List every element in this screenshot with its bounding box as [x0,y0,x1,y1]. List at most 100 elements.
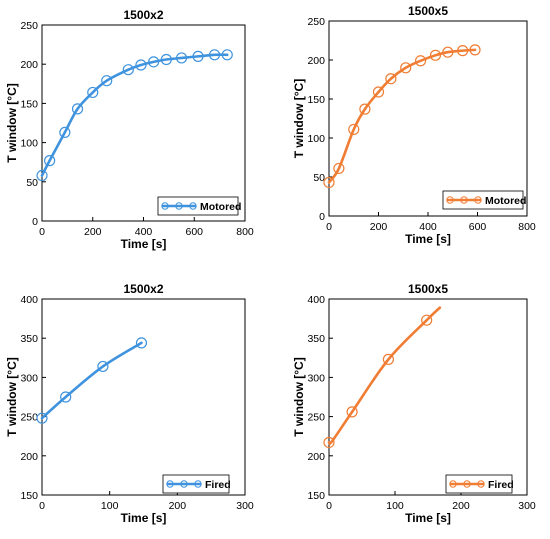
x-tick-label: 0 [39,226,45,238]
series-line [327,48,477,184]
legend-box [157,196,239,216]
legend-swatch-marker [460,196,468,204]
legend-swatch-marker [446,196,454,204]
legend-swatch-marker [474,196,482,204]
x-tick-label: 800 [236,226,254,238]
data-point [372,86,385,98]
x-tick-label: 0 [326,500,332,512]
y-axis-label: T window [°C] [292,357,306,436]
data-point [160,53,172,66]
x-tick-label: 0 [39,500,45,512]
chart-panel-4: 1500x5 0 100 200 300 150 200 250 300 350 400 Time [… [292,282,536,525]
x-tick-label: 0 [326,221,332,233]
x-tick-label: 300 [236,500,254,512]
y-tick-label: 200 [307,451,325,463]
data-point [457,45,469,57]
data-point [469,44,481,56]
data-point [348,123,360,136]
y-tick-label: 400 [20,294,38,306]
legend: Fired [445,474,514,494]
y-tick-label: 150 [20,98,38,110]
data-point [382,353,394,365]
y-tick-label: 50 [313,172,325,184]
y-tick-label: 300 [20,372,38,384]
plot-frame [328,298,528,496]
x-tick-label: 600 [469,221,487,233]
chart-panel-3: 1500x2 0 100 200 300 150 200 250 300 350 400 Time [… [5,282,254,525]
x-tick-label: 100 [386,500,404,512]
y-tick-label: 50 [26,177,38,189]
legend-label: Fired [205,479,231,491]
data-point [346,406,358,418]
data-point [71,103,84,115]
data-point [101,75,113,87]
y-tick-label: 250 [307,412,325,424]
legend-swatch-marker [166,480,174,488]
y-tick-label: 300 [307,372,325,384]
data-point [135,337,148,349]
data-point [97,360,109,373]
data-point [59,126,71,139]
x-tick-label: 300 [518,500,536,512]
data-point [175,52,188,64]
data-point [323,176,335,189]
data-point [323,436,335,449]
y-tick-label: 0 [319,211,325,223]
legend-swatch-marker [463,480,471,488]
data-point [148,56,160,68]
data-point [36,169,48,182]
x-tick-label: 200 [169,500,187,512]
y-tick-label: 250 [20,20,38,32]
chart-title: 1500x2 [123,282,163,296]
data-point [44,155,56,167]
plot-frame [41,298,246,496]
legend-label: Fired [488,479,514,491]
data-point [221,49,233,61]
chart-title: 1500x2 [123,8,163,22]
y-tick-label: 250 [307,16,325,28]
series-line [40,341,143,420]
data-point [135,59,147,71]
y-axis-label: T window [°C] [5,83,19,162]
x-axis-label: Time [s] [121,237,167,251]
data-point [87,86,99,99]
y-tick-label: 150 [307,490,325,502]
data-point [122,64,134,76]
x-tick-label: 800 [518,221,536,233]
x-axis-label: Time [s] [121,511,167,525]
data-point [414,55,427,67]
y-axis-label: T window [°C] [292,79,306,158]
x-tick-label: 200 [370,221,388,233]
series-line [40,53,229,177]
data-point [333,162,345,175]
x-tick-label: 100 [101,500,119,512]
data-point [400,62,412,74]
data-point [192,50,204,62]
legend: Fired [162,474,231,494]
y-axis-label: T window [°C] [5,357,19,436]
legend-swatch-marker [194,480,202,488]
legend-swatch-marker [477,480,485,488]
chart-title: 1500x5 [408,282,448,296]
y-tick-label: 200 [307,55,325,67]
y-tick-label: 100 [20,138,38,150]
legend-label: Motored [200,201,241,213]
data-point [442,46,454,58]
x-tick-label: 200 [452,500,470,512]
data-point [60,391,72,403]
legend-swatch-marker [189,202,197,210]
x-tick-label: 200 [84,226,102,238]
y-tick-label: 200 [20,59,38,71]
series-line [327,306,442,445]
data-point [359,103,371,115]
y-tick-label: 0 [32,216,38,228]
y-tick-label: 200 [20,451,38,463]
y-tick-label: 250 [20,412,38,424]
x-axis-label: Time [s] [405,511,451,525]
x-tick-label: 600 [185,226,203,238]
x-tick-label: 400 [419,221,437,233]
chart-title: 1500x5 [408,4,448,18]
chart-panel-1: 1500x2 0 200 400 600 800 0 50 100 150 200 250 Time [… [5,8,254,251]
legend: Motored [157,196,241,216]
data-point [208,49,221,61]
